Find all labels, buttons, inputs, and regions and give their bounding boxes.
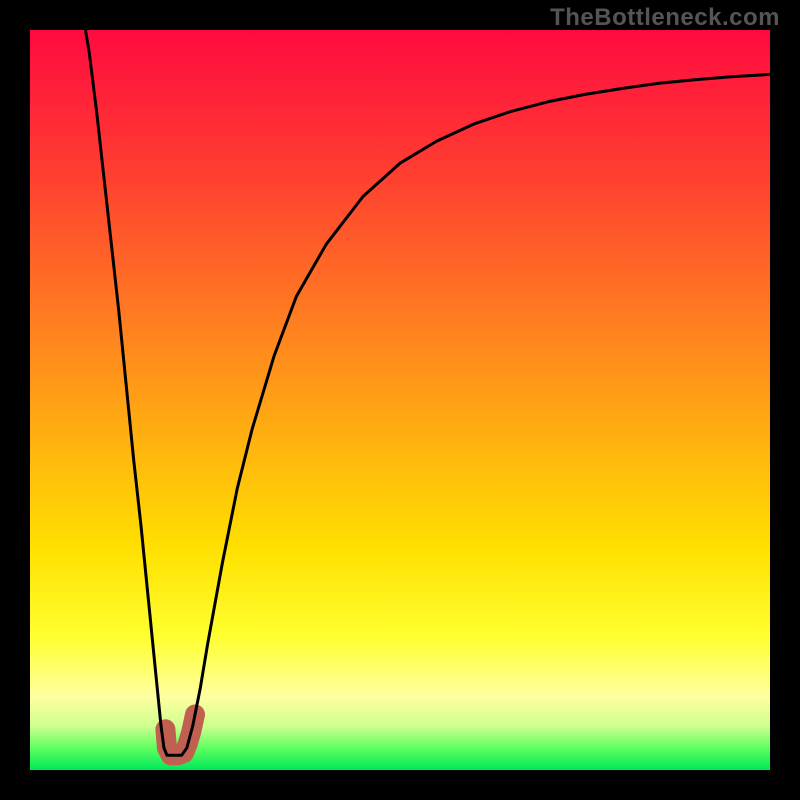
plot-background [30, 30, 770, 770]
chart-frame: TheBottleneck.com [0, 0, 800, 800]
bottleneck-chart [0, 0, 800, 800]
watermark-text: TheBottleneck.com [550, 4, 780, 32]
